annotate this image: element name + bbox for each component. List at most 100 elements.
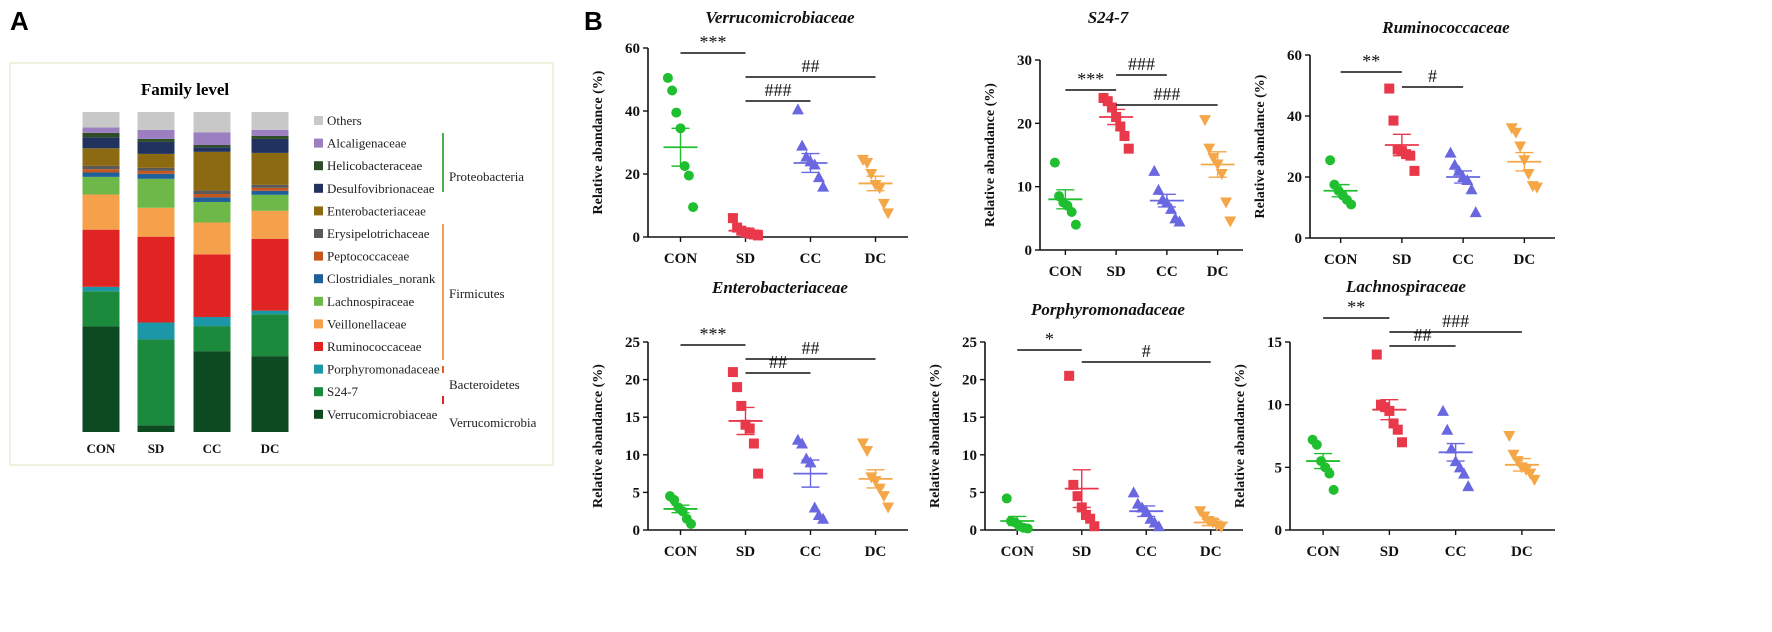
legend-swatch-ruminococcaceae [314,342,323,351]
x-tick-label-con: CON [664,544,698,560]
x-tick-label-cc: CC [1452,252,1474,268]
data-point-cc [796,437,809,449]
stack-segment-dc-peptococcaceae [251,187,289,191]
data-point-cc [1458,467,1471,479]
phylum-label-proteobacteria: Proteobacteria [449,169,524,184]
legend-label-lachnospiraceae: Lachnospiraceae [327,294,415,309]
y-tick-label: 40 [1287,109,1302,125]
y-axis-label: Relative abandance (%) [591,70,606,214]
legend-label-veillonellaceae: Veillonellaceae [327,316,407,331]
stack-segment-sd-alcaligenaceae [137,129,175,139]
data-point-sd [1115,121,1126,132]
legend-swatch-lachnospiraceae [314,296,323,306]
scatter-plot-ruminococcaceae: Ruminococcaceae 0 20 40 60 CON SD CC DC Relative … [1253,18,1555,268]
x-tick-label-con: CON [1306,544,1340,560]
data-point-dc [1207,153,1220,165]
data-point-dc [873,183,886,195]
stack-segment-sd-s24-7 [137,339,175,426]
stack-segment-con-veillonellaceae [82,194,120,230]
data-point-dc [1507,449,1520,461]
data-point-con [1325,155,1336,166]
x-tick-label-dc: DC [1200,544,1222,560]
stack-segment-cc-verrucomicrobiaceae [193,351,231,432]
legend-swatch-erysipelotrichaceae [314,229,323,238]
significance-label: ### [1153,84,1180,104]
y-tick-label: 20 [625,373,640,389]
data-point-con [1328,484,1339,495]
stack-segment-dc-helicobacteraceae [251,135,289,139]
data-point-cc [1461,174,1474,186]
data-point-cc [1445,442,1458,454]
stack-segment-cc-peptococcaceae [193,193,231,198]
legend-label-erysipelotrichaceae: Erysipelotrichaceae [327,226,430,241]
y-tick-label: 0 [1025,243,1033,259]
significance-label: ** [1362,51,1380,71]
x-tick-label-sd: SD [736,251,755,267]
x-tick-label-sd: SD [1107,264,1126,280]
scatter-plot-verrucomicrobiaceae: Verrucomicrobiaceae 0 20 40 60 CON SD CC DC Relat… [591,8,908,267]
data-point-cc [1462,480,1475,492]
stack-segment-cc-lachnospiraceae [193,201,231,223]
y-tick-label: 0 [1275,523,1283,539]
data-point-dc [882,502,895,514]
legend-label-enterobacteriaceae: Enterobacteriaceae [327,203,426,218]
data-point-con [1049,157,1060,168]
data-point-con [1070,219,1081,230]
data-point-dc [1215,521,1228,533]
stack-segment-cc-helicobacteraceae [193,145,231,148]
phylum-label-bacteroidetes: Bacteroidetes [449,377,520,392]
plot-title-ruminococcaceae: Ruminococcaceae [1381,18,1510,37]
stack-segment-con-desulfovibrionaceae [82,137,120,149]
significance-label: *** [700,32,727,52]
stack-segment-sd-others [137,112,175,130]
data-point-dc [1509,127,1522,139]
panel-label-a: A [10,6,29,36]
legend-label-verrucomicrobiaceae: Verrucomicrobiaceae [327,407,438,422]
significance-label: # [1428,66,1437,86]
legend-label-porphyromonadaceae: Porphyromonadaceae [327,362,440,377]
data-point-dc [1220,197,1233,209]
data-point-dc [1224,216,1237,228]
data-point-dc [1215,169,1228,180]
legend-label-s24-7: S24-7 [327,384,359,399]
data-point-sd [727,367,738,378]
plot-title-porphyromonadaceae: Porphyromonadaceae [1030,300,1185,319]
stack-frame [9,62,554,466]
y-tick-label: 60 [1287,48,1302,64]
data-point-sd [1102,96,1113,107]
stack-segment-dc-lachnospiraceae [251,194,289,211]
data-point-cc [1441,423,1454,435]
scatter-panels: Verrucomicrobiaceae 0 20 40 60 CON SD CC DC Relat… [591,8,1555,560]
stack-segment-sd-helicobacteraceae [137,138,175,142]
y-tick-label: 0 [1295,231,1303,247]
data-point-con [1346,199,1357,210]
significance-label: ## [769,352,787,372]
stack-segment-cc-porphyromonadaceae [193,316,231,327]
data-point-sd [1409,165,1420,176]
legend-label-desulfovibrionaceae: Desulfovibrionaceae [327,181,435,196]
y-tick-label: 10 [625,448,640,464]
stack-bars: CON SD CC DC [82,112,289,456]
data-point-cc [1465,183,1478,195]
data-point-cc [796,139,809,151]
data-point-sd [1085,513,1096,524]
legend-swatch-helicobacteraceae [314,161,323,171]
data-point-sd [1089,521,1100,532]
data-point-cc [812,171,825,183]
data-point-sd [1064,370,1075,381]
y-tick-label: 5 [970,485,978,501]
data-point-con [683,170,694,181]
data-point-dc [1203,143,1216,155]
data-point-sd [1072,491,1083,502]
data-point-cc [1165,202,1178,214]
y-tick-label: 25 [625,335,640,351]
y-axis-label: Relative abandance (%) [1253,74,1268,218]
y-tick-label: 20 [962,373,977,389]
x-tick-label-con: CON [1001,544,1035,560]
stack-segment-dc-erysipelotrichaceae [251,184,289,188]
data-point-cc [1453,461,1466,473]
x-tick-label-cc: CC [1445,544,1467,560]
data-point-sd [748,438,759,449]
stack-segment-cc-enterobacteriaceae [193,151,231,191]
